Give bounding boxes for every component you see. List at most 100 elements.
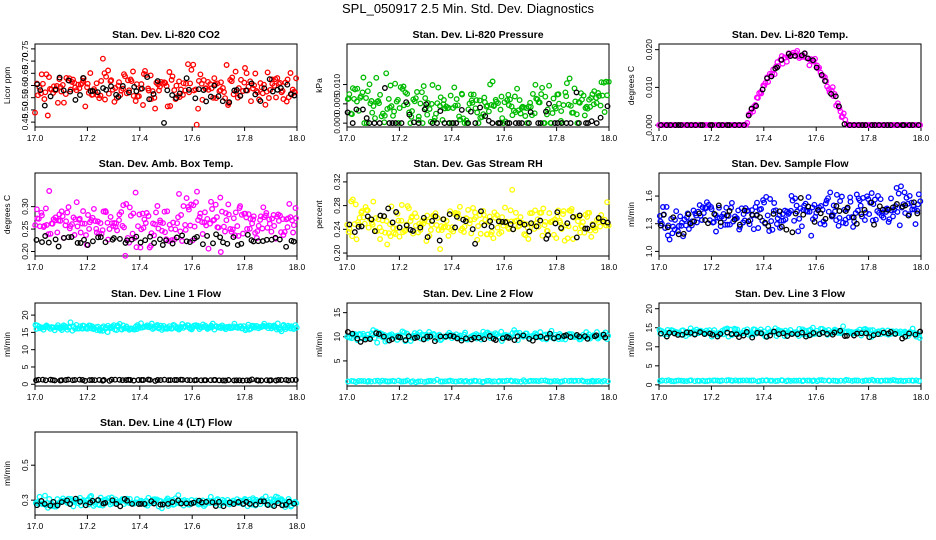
x-tick-label: 17.6 — [496, 392, 513, 402]
data-point — [451, 84, 458, 91]
data-point — [353, 106, 360, 113]
y-tick-label: 0 — [20, 382, 30, 387]
data-point — [42, 492, 48, 499]
data-point — [286, 498, 293, 505]
data-point — [87, 88, 94, 95]
data-point — [159, 227, 165, 234]
data-point — [843, 376, 850, 383]
data-point — [381, 112, 388, 119]
data-point — [241, 79, 248, 86]
data-point — [412, 95, 419, 102]
data-point — [238, 76, 244, 83]
data-point — [573, 111, 580, 118]
data-point — [393, 209, 400, 215]
data-point — [164, 208, 171, 215]
data-point — [261, 85, 268, 92]
data-point — [53, 83, 60, 89]
data-point — [677, 213, 684, 220]
data-point — [811, 218, 818, 225]
data-point — [560, 208, 567, 215]
data-point — [215, 224, 222, 231]
data-point — [548, 378, 555, 385]
data-point — [98, 230, 105, 237]
data-point — [383, 218, 390, 225]
data-point — [363, 115, 370, 122]
data-point — [405, 333, 412, 340]
y-tick-label: 20 — [644, 304, 654, 314]
y-tick-label: 1.0 — [644, 245, 654, 257]
data-point — [537, 217, 544, 224]
data-point — [370, 103, 377, 109]
data-point — [804, 377, 811, 384]
data-point — [406, 111, 413, 118]
data-point — [266, 220, 273, 227]
data-point — [796, 215, 803, 222]
data-point — [286, 200, 293, 207]
data-point — [110, 235, 117, 242]
data-point — [142, 220, 149, 226]
data-point — [415, 117, 422, 123]
data-point — [837, 377, 844, 384]
data-point — [914, 210, 921, 217]
data-point — [377, 236, 384, 243]
plot-frame — [34, 172, 298, 257]
data-point — [228, 78, 235, 85]
data-point — [675, 223, 682, 229]
data-point — [154, 203, 161, 209]
data-point — [789, 229, 796, 236]
data-point — [765, 78, 772, 85]
data-point — [853, 220, 860, 227]
data-point — [447, 377, 453, 384]
x-tick-label: 17.8 — [548, 262, 565, 272]
data-point — [81, 236, 87, 243]
data-point — [480, 211, 487, 218]
data-point — [62, 377, 69, 383]
data-point — [349, 196, 356, 203]
data-point — [219, 377, 226, 384]
data-point — [344, 109, 351, 116]
panel-4: Stan. Dev. Amb. Box Temp. 17.0 17.2 17.4 17.… — [2, 158, 306, 272]
data-point — [425, 218, 432, 225]
x-tick-label: 17.6 — [184, 133, 201, 143]
data-point — [242, 210, 249, 217]
data-point — [274, 75, 281, 82]
data-point — [477, 104, 484, 111]
data-point — [911, 199, 917, 206]
data-point — [42, 205, 49, 212]
data-point — [97, 220, 104, 227]
data-point — [885, 218, 892, 225]
y-axis-label: Licor ppm — [2, 67, 12, 104]
data-point — [223, 62, 230, 68]
data-point — [562, 377, 569, 384]
data-point — [274, 320, 281, 327]
data-point — [776, 212, 783, 219]
data-point — [354, 85, 361, 92]
data-point — [284, 81, 291, 88]
x-tick-label: 17.2 — [79, 392, 96, 402]
data-point — [917, 198, 924, 205]
data-point — [173, 234, 180, 241]
y-tick-label: 0.70 — [20, 53, 30, 70]
data-point — [533, 223, 540, 230]
data-point — [157, 219, 164, 226]
data-point — [449, 378, 456, 385]
data-point — [529, 337, 536, 344]
data-point — [103, 73, 110, 80]
x-tick-label: 17.8 — [236, 392, 253, 402]
data-point — [140, 102, 146, 108]
data-point — [212, 503, 219, 509]
data-point — [818, 377, 825, 384]
data-point — [862, 122, 869, 129]
data-point — [547, 330, 553, 337]
data-point — [393, 225, 400, 232]
data-point — [888, 195, 894, 202]
x-tick-label: 17.6 — [496, 133, 513, 143]
data-point — [260, 81, 267, 88]
data-point — [349, 120, 356, 127]
y-tick-label: 0.3 — [20, 494, 30, 506]
data-point — [462, 218, 469, 225]
data-point — [168, 76, 175, 83]
x-tick-label: 17.0 — [651, 133, 668, 143]
data-point — [770, 210, 777, 217]
data-point — [194, 233, 200, 240]
